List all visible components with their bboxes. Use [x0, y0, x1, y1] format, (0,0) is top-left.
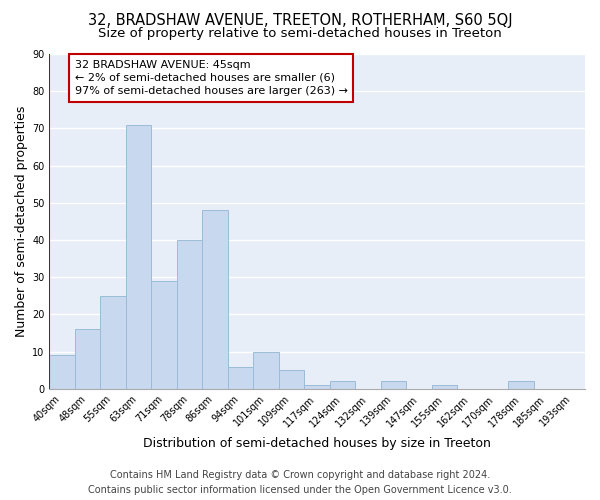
Bar — [330, 382, 355, 389]
Bar — [49, 356, 75, 389]
Bar — [151, 281, 177, 389]
Bar — [75, 330, 100, 389]
Text: Size of property relative to semi-detached houses in Treeton: Size of property relative to semi-detach… — [98, 28, 502, 40]
Bar — [177, 240, 202, 389]
Text: 32 BRADSHAW AVENUE: 45sqm
← 2% of semi-detached houses are smaller (6)
97% of se: 32 BRADSHAW AVENUE: 45sqm ← 2% of semi-d… — [75, 60, 348, 96]
Text: 32, BRADSHAW AVENUE, TREETON, ROTHERHAM, S60 5QJ: 32, BRADSHAW AVENUE, TREETON, ROTHERHAM,… — [88, 12, 512, 28]
Bar — [279, 370, 304, 389]
Bar — [253, 352, 279, 389]
Bar — [381, 382, 406, 389]
Bar — [100, 296, 126, 389]
Y-axis label: Number of semi-detached properties: Number of semi-detached properties — [15, 106, 28, 337]
Bar — [432, 385, 457, 389]
X-axis label: Distribution of semi-detached houses by size in Treeton: Distribution of semi-detached houses by … — [143, 437, 491, 450]
Bar — [508, 382, 534, 389]
Bar — [202, 210, 228, 389]
Bar — [126, 124, 151, 389]
Bar — [304, 385, 330, 389]
Text: Contains HM Land Registry data © Crown copyright and database right 2024.
Contai: Contains HM Land Registry data © Crown c… — [88, 470, 512, 495]
Bar — [228, 366, 253, 389]
